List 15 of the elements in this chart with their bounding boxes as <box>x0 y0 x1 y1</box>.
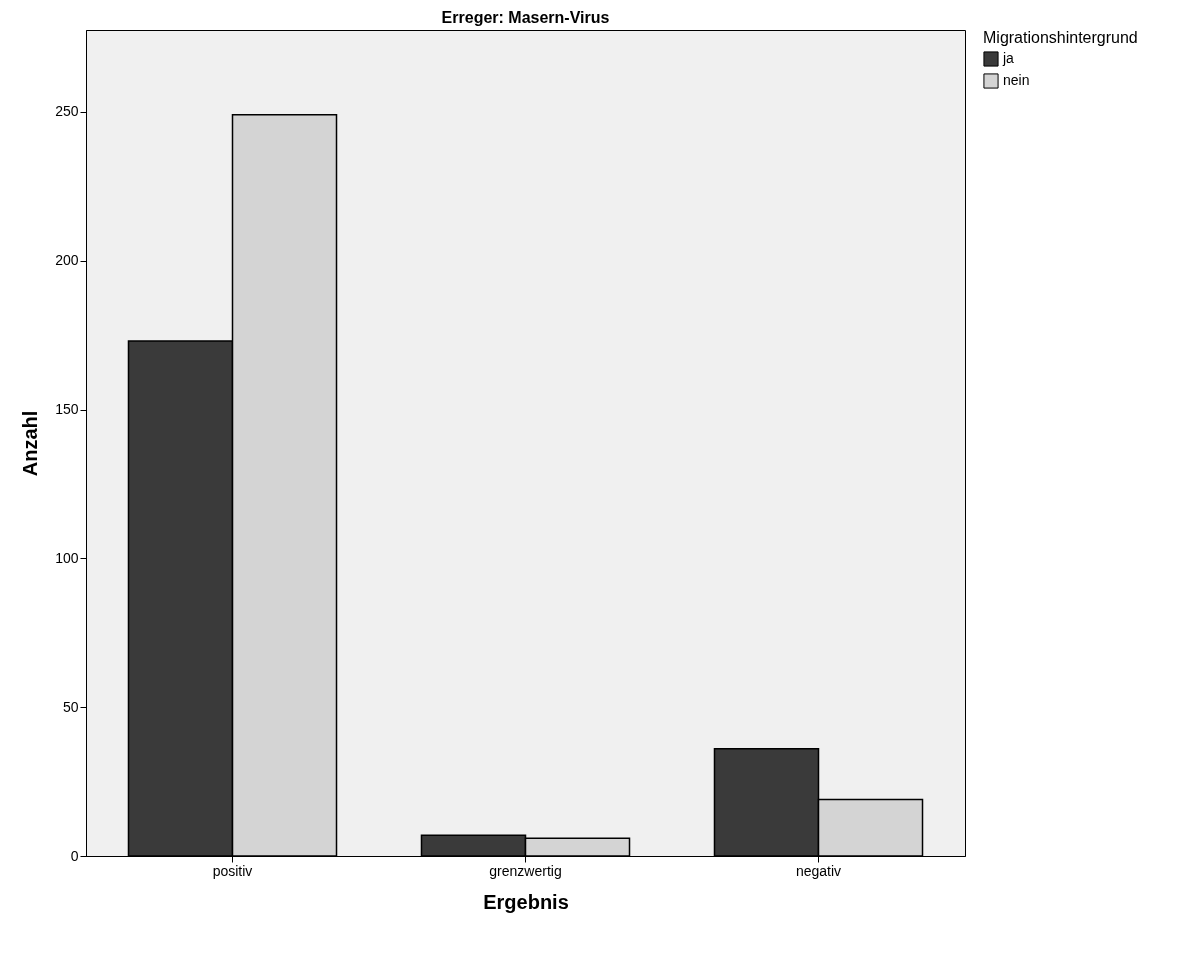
x-tick-label: negativ <box>795 862 842 879</box>
y-tick-label: 200 <box>55 252 79 269</box>
y-tick-label: 0 <box>70 847 79 864</box>
chart-title: Erreger: Masern-Virus <box>441 9 610 26</box>
y-tick-label: 150 <box>55 401 79 418</box>
x-tick-label: positiv <box>212 862 253 879</box>
legend-label: nein <box>1003 72 1030 88</box>
y-axis-title: Anzahl <box>19 410 42 477</box>
y-tick-label: 250 <box>55 103 79 120</box>
legend-label: ja <box>1002 50 1015 66</box>
y-tick-label: 100 <box>55 549 79 566</box>
x-axis-title: Ergebnis <box>483 890 569 913</box>
legend-title: Migrationshintergrund <box>983 29 1138 46</box>
x-tick-label: grenzwertig <box>489 862 562 879</box>
y-tick-label: 50 <box>62 698 79 715</box>
